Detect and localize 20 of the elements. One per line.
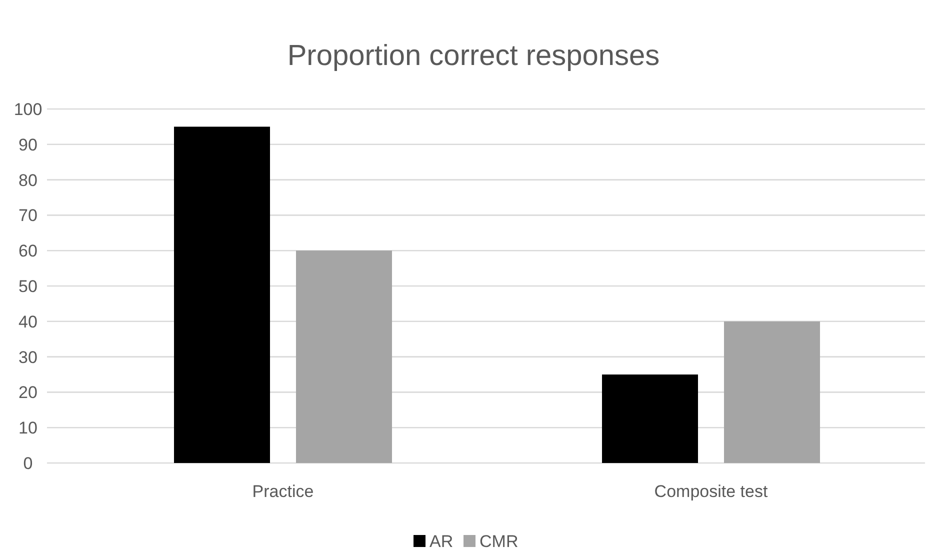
y-tick-label: 0	[23, 454, 33, 473]
bar	[174, 126, 270, 463]
bar	[602, 374, 698, 463]
x-tick-label: Composite test	[654, 482, 768, 501]
y-tick-label: 60	[18, 242, 38, 261]
y-tick-label: 70	[18, 206, 38, 226]
y-tick-label: 40	[18, 312, 38, 332]
y-tick-label: 50	[18, 276, 38, 296]
y-tick-label: 100	[14, 100, 42, 119]
bar	[724, 321, 820, 463]
y-tick-label: 90	[18, 135, 38, 154]
bar	[296, 250, 392, 463]
y-tick-label: 30	[18, 348, 38, 367]
chart-title: Proportion correct responses	[287, 40, 660, 72]
legend-label: AR	[430, 532, 454, 551]
y-tick-label: 20	[18, 383, 38, 402]
legend-label: CMR	[480, 532, 518, 551]
x-tick-label: Practice	[252, 482, 314, 501]
y-tick-label: 80	[18, 170, 38, 190]
y-tick-label: 10	[18, 418, 38, 438]
